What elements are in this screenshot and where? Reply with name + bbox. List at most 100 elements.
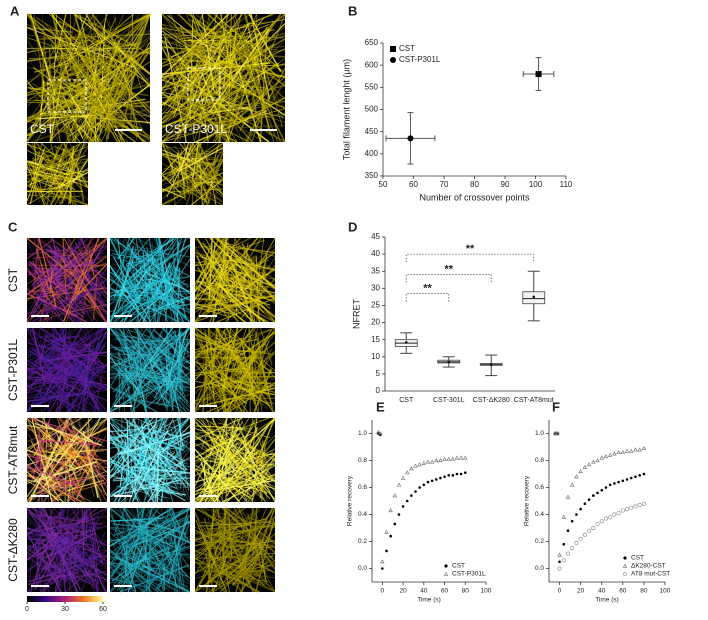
marker <box>385 550 388 553</box>
mean <box>448 361 450 363</box>
y-tick-label: 20 <box>371 318 380 327</box>
x-tick-label: 90 <box>501 180 510 189</box>
marker <box>402 505 405 508</box>
y-axis-label: Relative recovery <box>347 475 354 526</box>
marker <box>562 559 565 562</box>
marker <box>583 533 586 536</box>
marker <box>397 483 400 486</box>
row-label: CST-ΔK280 <box>6 518 20 582</box>
y-tick-label: 0.8 <box>358 457 367 464</box>
marker <box>571 483 574 486</box>
x-tick-label: 100 <box>481 588 492 595</box>
marker <box>630 506 633 509</box>
marker <box>575 513 578 516</box>
marker <box>600 456 603 459</box>
marker <box>642 447 645 450</box>
significance-bracket <box>406 293 449 301</box>
marker <box>566 495 569 498</box>
marker <box>459 456 462 459</box>
legend-label: ΔK280-CST <box>631 563 666 570</box>
marker <box>431 479 434 482</box>
x-tick-label: 0 <box>558 588 562 595</box>
x-tick-label: 0 <box>381 588 385 595</box>
y-tick-label: 0.0 <box>358 565 367 572</box>
marker <box>617 511 620 514</box>
marker <box>588 498 591 501</box>
y-tick-label: 45 <box>371 232 380 241</box>
marker <box>451 457 454 460</box>
marker <box>418 463 421 466</box>
marker <box>592 526 595 529</box>
legend-label: CST <box>452 563 465 570</box>
legend-label: CST <box>631 555 644 562</box>
marker <box>596 492 599 495</box>
marker <box>621 451 624 454</box>
marker <box>447 457 450 460</box>
x-tick-label: 110 <box>560 180 573 189</box>
marker <box>406 471 409 474</box>
y-tick-label: 400 <box>365 149 379 158</box>
x-tick-label: 20 <box>399 588 407 595</box>
marker <box>638 448 641 451</box>
marker <box>605 486 608 489</box>
row-label: CST <box>6 267 20 292</box>
x-tick-label: 60 <box>409 180 418 189</box>
marker <box>630 449 633 452</box>
marker <box>558 553 561 556</box>
marker <box>427 481 430 484</box>
marker <box>583 466 586 469</box>
mean <box>405 341 407 343</box>
y-axis-label: NFRET <box>351 299 361 329</box>
marker <box>381 567 384 570</box>
marker <box>579 537 582 540</box>
marker <box>464 456 467 459</box>
marker <box>579 508 582 511</box>
marker <box>587 463 590 466</box>
x-tick-label: 80 <box>470 180 479 189</box>
marker <box>571 547 574 550</box>
marker <box>439 459 442 462</box>
colorbar <box>27 596 103 602</box>
marker <box>414 490 417 493</box>
marker <box>401 476 404 479</box>
y-tick-label: 15 <box>371 335 380 344</box>
x-tick-label: 100 <box>529 180 543 189</box>
y-tick-label: 35 <box>371 266 380 275</box>
marker <box>630 477 633 480</box>
marker <box>414 464 417 467</box>
y-tick-label: 0.4 <box>358 511 367 518</box>
marker <box>460 473 463 476</box>
marker <box>410 467 413 470</box>
marker <box>613 482 616 485</box>
y-tick-label: 0.4 <box>535 511 544 518</box>
x-tick-label: CST-AT8mut <box>514 397 554 404</box>
x-tick-label: 40 <box>420 588 428 595</box>
legend-marker <box>390 57 396 63</box>
marker <box>608 453 611 456</box>
marker <box>613 452 616 455</box>
significance-label: ** <box>423 282 432 294</box>
legend-marker <box>444 564 447 567</box>
mean <box>533 296 535 298</box>
panel-label: B <box>348 3 357 18</box>
y-tick-label: 30 <box>371 283 380 292</box>
y-tick-label: 0 <box>376 386 381 395</box>
y-tick-label: 550 <box>365 82 379 91</box>
marker <box>625 507 628 510</box>
y-tick-label: 500 <box>365 105 379 114</box>
y-tick-label: 450 <box>365 127 379 136</box>
marker <box>406 500 409 503</box>
marker <box>617 481 620 484</box>
y-tick-label: 5 <box>376 369 381 378</box>
marker <box>389 535 392 538</box>
marker <box>592 460 595 463</box>
significance-bracket <box>406 254 534 262</box>
marker <box>536 71 542 77</box>
marker <box>643 473 646 476</box>
marker <box>398 513 401 516</box>
marker <box>435 478 438 481</box>
marker <box>575 475 578 478</box>
marker <box>596 459 599 462</box>
legend-marker <box>623 572 626 575</box>
